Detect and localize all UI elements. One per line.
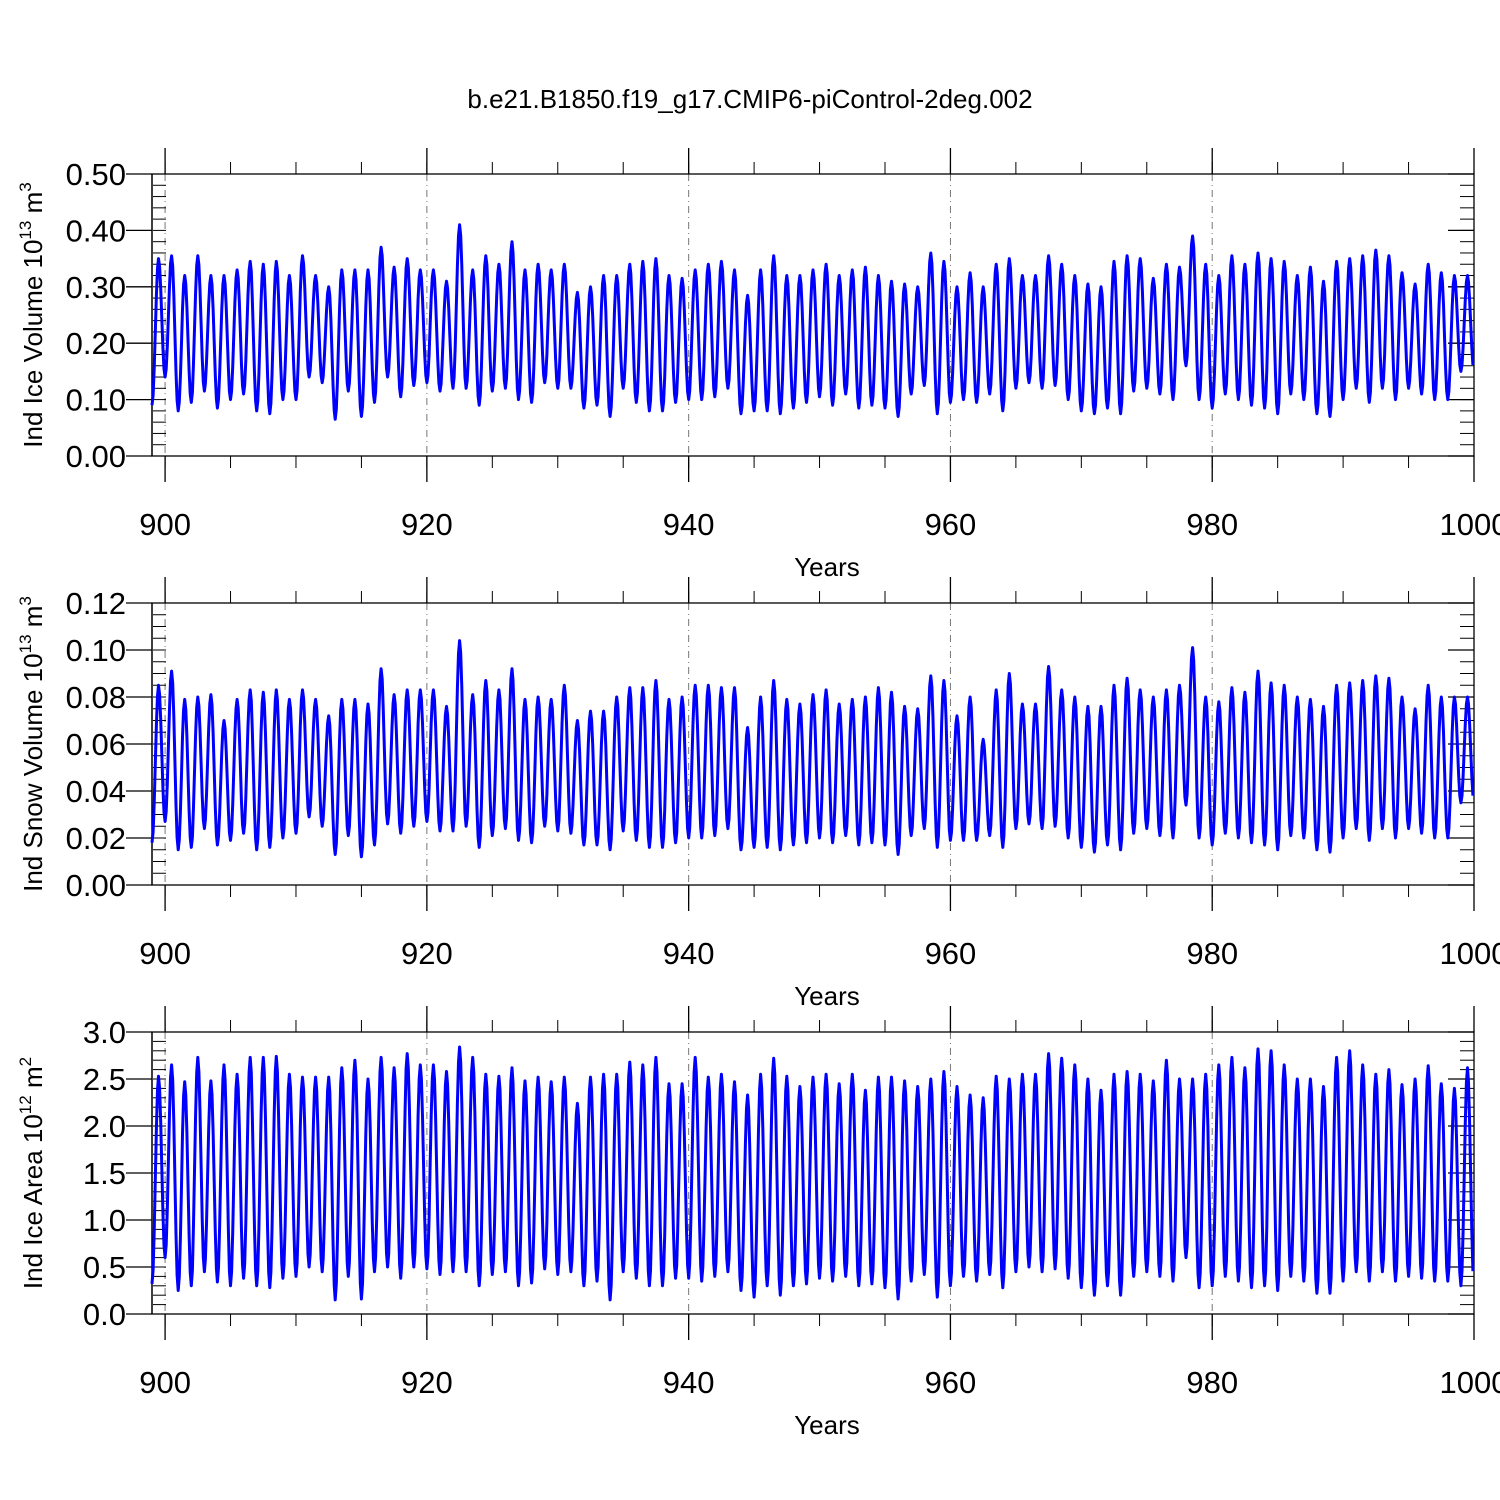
x-tick-label: 940 xyxy=(663,936,715,971)
x-tick-label: 960 xyxy=(925,936,977,971)
y-tick-label: 2.5 xyxy=(83,1062,126,1097)
x-axis-label: Years xyxy=(794,1410,860,1440)
x-tick-label: 940 xyxy=(663,1365,715,1400)
y-tick-label: 0.02 xyxy=(66,821,126,856)
y-tick-label: 0.5 xyxy=(83,1250,126,1285)
x-tick-label: 920 xyxy=(401,936,453,971)
y-tick-label: 0.00 xyxy=(66,439,126,474)
x-tick-label: 980 xyxy=(1186,936,1238,971)
y-tick-label: 0.00 xyxy=(66,868,126,903)
y-tick-label: 2.0 xyxy=(83,1109,126,1144)
figure-title: b.e21.B1850.f19_g17.CMIP6-piControl-2deg… xyxy=(467,84,1033,114)
y-axis-label: Ind Snow Volume 1013 m3 xyxy=(16,596,48,892)
y-tick-label: 0.10 xyxy=(66,633,126,668)
panel-snow-volume: 0.00 0.02 0.04 0.06 0.08 0.10 0.12 900 920 940 960… xyxy=(16,577,1500,1011)
y-tick-label: 0.20 xyxy=(66,326,126,361)
plot-frame xyxy=(151,173,1475,457)
y-tick-label: 3.0 xyxy=(83,1015,126,1050)
y-tick-label: 0.06 xyxy=(66,727,126,762)
x-tick-label: 940 xyxy=(663,507,715,542)
panel-ice-volume: 0.00 0.10 0.20 0.30 0.40 0.50 900 920 940 960 980 1… xyxy=(16,148,1500,582)
y-tick-label: 0.0 xyxy=(83,1297,126,1332)
x-tick-label: 980 xyxy=(1186,1365,1238,1400)
x-tick-label: 900 xyxy=(139,1365,191,1400)
y-tick-label: 1.0 xyxy=(83,1203,126,1238)
x-tick-label: 1000 xyxy=(1440,1365,1500,1400)
x-axis-label: Years xyxy=(794,552,860,582)
data-series-line xyxy=(150,223,1475,421)
x-tick-label: 980 xyxy=(1186,507,1238,542)
data-series-line xyxy=(150,1045,1475,1302)
y-tick-label: 0.40 xyxy=(66,213,126,248)
x-tick-label: 900 xyxy=(139,936,191,971)
x-tick-label: 920 xyxy=(401,1365,453,1400)
x-tick-label: 1000 xyxy=(1440,507,1500,542)
y-axis-label: Ind Ice Area 1012 m2 xyxy=(16,1057,48,1289)
y-axis-label: Ind Ice Volume 1013 m3 xyxy=(16,182,48,447)
y-tick-label: 0.08 xyxy=(66,680,126,715)
x-tick-label: 1000 xyxy=(1440,936,1500,971)
y-tick-label: 0.12 xyxy=(66,586,126,621)
y-tick-label: 0.50 xyxy=(66,157,126,192)
y-tick-label: 0.30 xyxy=(66,270,126,305)
y-tick-label: 0.10 xyxy=(66,383,126,418)
y-tick-label: 1.5 xyxy=(83,1156,126,1191)
data-series-line xyxy=(150,639,1475,859)
x-tick-label: 920 xyxy=(401,507,453,542)
panel-ice-area: 0.0 0.5 1.0 1.5 2.0 2.5 3.0 900 920 940 960 980 1000… xyxy=(16,1006,1500,1440)
y-tick-label: 0.04 xyxy=(66,774,126,809)
x-tick-label: 960 xyxy=(925,507,977,542)
x-axis-label: Years xyxy=(794,981,860,1011)
x-tick-label: 960 xyxy=(925,1365,977,1400)
x-tick-label: 900 xyxy=(139,507,191,542)
